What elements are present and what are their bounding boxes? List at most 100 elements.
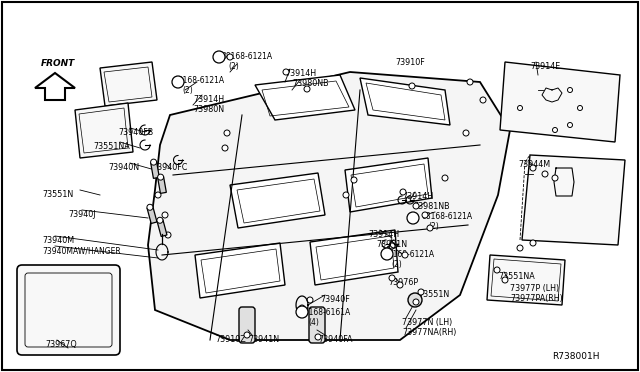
Circle shape (463, 130, 469, 136)
Text: 73914H: 73914H (402, 192, 433, 201)
Text: 73914E: 73914E (530, 62, 560, 71)
Circle shape (157, 174, 164, 180)
Text: S: S (300, 310, 304, 314)
Circle shape (165, 232, 171, 238)
Polygon shape (100, 62, 157, 106)
Circle shape (172, 76, 184, 88)
Circle shape (296, 306, 308, 318)
Text: 73551N: 73551N (42, 190, 73, 199)
Text: 73980NB: 73980NB (292, 79, 328, 88)
Text: (2): (2) (428, 222, 439, 231)
Circle shape (397, 282, 403, 288)
Circle shape (413, 203, 419, 209)
Text: 73910F: 73910F (395, 58, 425, 67)
Polygon shape (35, 73, 75, 100)
Text: S: S (217, 55, 221, 60)
Circle shape (351, 177, 357, 183)
Text: 73976P: 73976P (388, 278, 418, 287)
Circle shape (162, 212, 168, 218)
Text: 73967Q: 73967Q (45, 340, 77, 349)
Polygon shape (345, 158, 432, 212)
Text: 73914H: 73914H (193, 95, 224, 104)
Circle shape (494, 267, 500, 273)
Circle shape (389, 275, 395, 281)
Polygon shape (522, 155, 625, 245)
Text: 73944M: 73944M (518, 160, 550, 169)
Polygon shape (255, 75, 355, 120)
Text: 73941N: 73941N (248, 335, 279, 344)
Circle shape (502, 277, 508, 283)
Circle shape (222, 145, 228, 151)
Text: 73981N: 73981N (376, 240, 407, 249)
Text: 73940F: 73940F (320, 295, 349, 304)
Polygon shape (148, 72, 510, 340)
Polygon shape (195, 243, 285, 298)
Circle shape (552, 175, 558, 181)
Text: 73940N: 73940N (108, 163, 139, 172)
Circle shape (283, 69, 289, 75)
Circle shape (157, 217, 163, 223)
Circle shape (409, 83, 415, 89)
Polygon shape (500, 62, 620, 142)
Text: S: S (412, 215, 415, 221)
Polygon shape (360, 78, 450, 125)
Circle shape (418, 289, 424, 295)
Text: 73977NA(RH): 73977NA(RH) (402, 328, 456, 337)
Circle shape (442, 175, 448, 181)
Circle shape (150, 159, 157, 165)
Circle shape (568, 87, 573, 93)
Text: (2): (2) (391, 260, 402, 269)
Bar (147, 206, 157, 224)
Text: 73940FA: 73940FA (318, 335, 353, 344)
Circle shape (568, 122, 573, 128)
Circle shape (577, 106, 582, 110)
Text: S: S (385, 251, 388, 257)
Bar (157, 219, 167, 237)
Circle shape (147, 204, 153, 210)
Polygon shape (487, 255, 565, 305)
Polygon shape (310, 230, 398, 285)
Text: 08168-6121A: 08168-6121A (222, 52, 273, 61)
Text: 08168-6121A: 08168-6121A (421, 212, 472, 221)
Text: (2): (2) (182, 86, 193, 95)
FancyBboxPatch shape (239, 307, 255, 343)
Circle shape (530, 240, 536, 246)
Text: 08168-6161A: 08168-6161A (300, 308, 351, 317)
Circle shape (343, 192, 349, 198)
Polygon shape (230, 173, 325, 228)
Text: 73551N: 73551N (418, 290, 449, 299)
Text: 73940J: 73940J (68, 210, 95, 219)
Circle shape (315, 334, 321, 340)
Text: 73551NA: 73551NA (498, 272, 535, 281)
Text: 73980N: 73980N (193, 105, 224, 114)
Text: 73940FB: 73940FB (118, 128, 153, 137)
Circle shape (427, 225, 433, 231)
Circle shape (408, 293, 422, 307)
Text: S: S (176, 80, 180, 84)
Circle shape (307, 297, 313, 303)
Circle shape (381, 248, 393, 260)
Text: (4): (4) (308, 318, 319, 327)
Bar (150, 161, 159, 179)
FancyBboxPatch shape (17, 265, 120, 355)
Circle shape (213, 51, 225, 63)
Circle shape (517, 245, 523, 251)
Text: 73910Z: 73910Z (215, 335, 246, 344)
Text: 73551NA: 73551NA (93, 142, 130, 151)
Circle shape (224, 130, 230, 136)
Text: 73914H: 73914H (285, 69, 316, 78)
Polygon shape (75, 103, 133, 158)
Circle shape (299, 305, 305, 311)
Text: 73981NB: 73981NB (413, 202, 450, 211)
Text: 08168-6121A: 08168-6121A (174, 76, 225, 85)
Text: R738001H: R738001H (552, 352, 600, 361)
Circle shape (227, 54, 233, 60)
Circle shape (467, 79, 473, 85)
Circle shape (389, 243, 395, 249)
Circle shape (518, 106, 522, 110)
Text: 73940MAW/HANGER: 73940MAW/HANGER (42, 246, 121, 255)
Circle shape (542, 171, 548, 177)
Circle shape (552, 128, 557, 132)
Bar (157, 177, 166, 193)
Circle shape (407, 212, 419, 224)
